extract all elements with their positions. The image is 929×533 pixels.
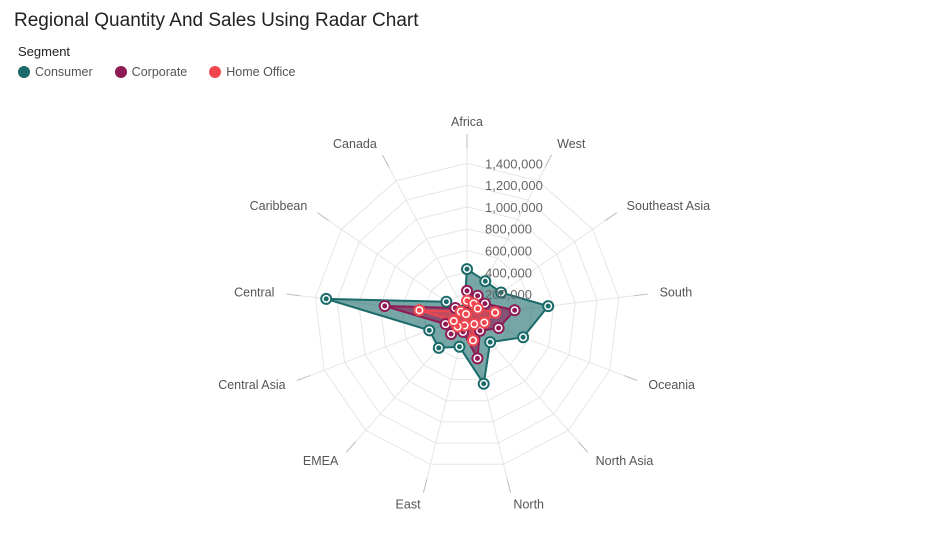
spoke-leader-2 (604, 212, 618, 221)
legend: Segment Consumer Corporate Home Office (18, 44, 296, 79)
series-0-point-core-11 (443, 299, 449, 305)
series-0-point-core-6 (481, 381, 487, 387)
series-0-point-core-3 (545, 303, 551, 309)
series-2-point-core-6 (470, 337, 476, 343)
r-tick-label-2: 600,000 (485, 244, 532, 259)
series-0-point-core-7 (456, 344, 462, 350)
category-label-5: North Asia (596, 454, 654, 468)
series-2-point-core-9 (451, 318, 457, 324)
legend-swatch-home-office (209, 66, 222, 78)
legend-title: Segment (18, 44, 71, 59)
category-label-4: Oceania (648, 378, 695, 392)
category-label-9: Central Asia (218, 378, 285, 392)
series-2-point-core-3 (492, 310, 498, 316)
r-tick-label-3: 800,000 (485, 222, 532, 237)
legend-label-home-office: Home Office (226, 65, 296, 79)
series-1-point-core-10 (382, 303, 388, 309)
legend-items: Consumer Corporate Home Office (18, 65, 296, 79)
grid-ring-2 (401, 250, 533, 381)
spoke-leader-5 (578, 441, 589, 453)
category-label-0: Africa (451, 115, 483, 129)
category-label-11: Caribbean (250, 199, 308, 213)
spoke-leader-11 (316, 212, 330, 221)
spoke-leader-1 (544, 154, 553, 168)
series-0-point-core-8 (436, 345, 442, 351)
series-1-point-core-6 (474, 355, 480, 361)
r-tick-label-5: 1,200,000 (485, 178, 543, 193)
r-tick-label-4: 1,000,000 (485, 200, 543, 215)
category-label-2: Southeast Asia (627, 199, 710, 213)
category-label-3: South (660, 286, 693, 300)
grid-ring-5 (336, 184, 598, 444)
series-area-0 (325, 268, 550, 385)
spoke-leader-9 (296, 375, 311, 382)
series-1-point-core-9 (443, 321, 449, 327)
chart-title: Regional Quantity And Sales Using Radar … (14, 10, 419, 31)
series-1-point-core-3 (512, 307, 518, 313)
legend-swatch-consumer (18, 66, 30, 78)
spoke-leader-12 (381, 154, 390, 168)
r-tick-label-6: 1,400,000 (485, 156, 543, 171)
category-label-12: Canada (333, 137, 377, 151)
spoke-leader-10 (286, 293, 301, 297)
legend-item-home-office[interactable]: Home Office (209, 65, 296, 79)
series-0-point-core-0 (464, 266, 470, 272)
series-0-point-core-9 (426, 327, 432, 333)
spoke-leader-8 (345, 441, 356, 453)
category-label-8: EMEA (303, 454, 339, 468)
series-2-point-core-4 (481, 320, 487, 326)
legend-label-consumer: Consumer (35, 65, 93, 79)
category-label-10: Central (234, 286, 274, 300)
category-label-6: North (513, 497, 544, 511)
grid-ring-4 (358, 206, 576, 423)
spoke-12 (388, 167, 468, 317)
series-2-point-core-10 (416, 307, 422, 313)
grid-ring-6 (314, 162, 620, 465)
series-2-point-core-5 (471, 321, 477, 327)
series-1-point-core-4 (496, 325, 502, 331)
spoke-leader-3 (633, 293, 648, 297)
category-label-1: West (557, 137, 586, 151)
series-0-point-core-10 (323, 296, 329, 302)
series-2-point-core-12 (463, 311, 469, 317)
legend-label-corporate: Corporate (131, 65, 188, 79)
category-label-7: East (396, 497, 422, 511)
legend-item-consumer[interactable]: Consumer (18, 65, 93, 79)
series-0-point-core-5 (487, 339, 493, 345)
series-0-point-core-2 (498, 289, 504, 295)
series-1-point-core-5 (477, 328, 483, 334)
legend-item-corporate[interactable]: Corporate (114, 65, 188, 79)
series-1-point-core-1 (475, 293, 481, 299)
spoke-leader-7 (422, 478, 428, 493)
series-0-point-core-4 (520, 334, 526, 340)
spoke-leader-6 (506, 478, 512, 493)
legend-swatch-corporate (114, 66, 127, 78)
r-tick-label-1: 400,000 (485, 265, 532, 280)
spoke-leader-4 (623, 375, 638, 382)
series-1-point-core-0 (464, 288, 470, 294)
series-2-point-core-2 (475, 306, 481, 312)
grid-ring-3 (379, 228, 555, 402)
series-1-point-core-8 (448, 331, 454, 337)
series-0-point-core-1 (482, 278, 488, 284)
r-tick-label-0: 200,000 (485, 287, 532, 302)
series-1-point-core-2 (482, 301, 488, 307)
